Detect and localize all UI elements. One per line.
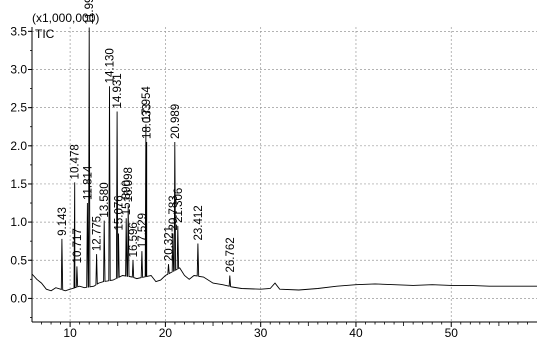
y-tick-label: 3.0 (10, 63, 27, 77)
peak-label: 12.775 (92, 216, 104, 251)
y-tick-label: 2.5 (10, 101, 27, 115)
y-tick-label: 0.0 (10, 291, 27, 305)
x-axis: 10 20 30 40 50 (41, 322, 528, 339)
peak-label: 11.814 (82, 165, 94, 200)
grid (32, 27, 537, 322)
peak-label: 16.596 (128, 222, 140, 257)
x-tick-label: 30 (254, 326, 268, 339)
multiplier-label: (x1,000,000) (32, 11, 99, 25)
peak-label: 21.306 (173, 188, 185, 223)
peak-label: 23.412 (193, 205, 205, 240)
x-tick-label: 20 (159, 326, 173, 339)
y-tick-label: 3.5 (10, 24, 27, 38)
peak-label: 10.478 (70, 144, 82, 179)
peak-label: 11.998 (84, 0, 96, 25)
peak-label: 15.076 (114, 195, 126, 230)
peak-label: 17.954 (141, 86, 153, 122)
y-tick-label: 1.0 (10, 215, 27, 229)
y-tick-label: 2.0 (10, 139, 27, 153)
x-tick-label: 40 (349, 326, 363, 339)
series-label: TIC (35, 27, 55, 41)
peak-label: 20.783 (168, 195, 180, 230)
peak-label: 9.143 (57, 207, 69, 236)
peak-label: 14.931 (112, 73, 124, 108)
tic-trace (31, 27, 537, 292)
x-tick-label: 10 (63, 326, 77, 339)
y-axis: 0.0 0.5 1.0 1.5 2.0 2.5 3.0 3.5 (10, 24, 32, 318)
peak-label: 17.529 (137, 213, 149, 248)
peak-label: 18.033 (142, 104, 154, 139)
x-tick-label: 50 (445, 326, 459, 339)
axes (31, 27, 537, 323)
peak-label: 16.098 (123, 167, 135, 202)
peak-label: 26.762 (225, 237, 237, 272)
peak-label: 15.890 (121, 180, 133, 215)
peak-label: 20.321 (163, 226, 175, 261)
peak-label: 13.580 (99, 182, 111, 217)
y-tick-label: 1.5 (10, 177, 27, 191)
y-tick-label: 0.5 (10, 253, 27, 267)
peak-label: 14.130 (104, 48, 116, 83)
peak-label: 20.989 (170, 104, 182, 139)
peak-label: 10.717 (72, 228, 84, 263)
peak-labels: 9.143 10.478 10.717 11.814 11.998 12.77513.58… (57, 0, 237, 272)
